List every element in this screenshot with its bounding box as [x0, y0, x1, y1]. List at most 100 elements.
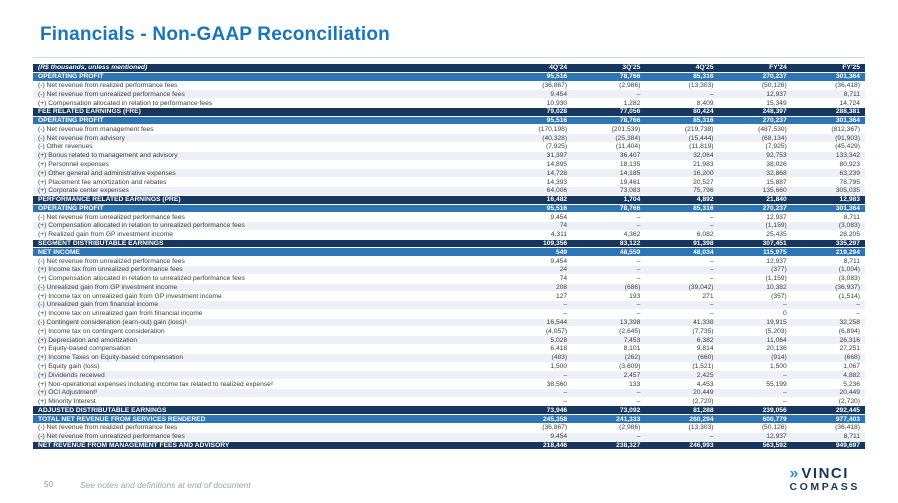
row-label: (+) Equity-based compensation: [33, 344, 499, 354]
cell-value: –: [645, 212, 719, 223]
cell-value: (15,444): [645, 133, 719, 144]
row-label: NET INCOME: [33, 247, 499, 258]
cell-value: 5,028: [498, 335, 573, 345]
row-label: (-) Net revenue from advisory: [33, 133, 499, 144]
cell-value: 20,449: [645, 388, 719, 398]
cell-value: 301,364: [791, 116, 865, 126]
cell-value: 64,006: [498, 186, 573, 196]
cell-value: 28,205: [791, 230, 865, 240]
row-label: TOTAL NET REVENUE FROM SERVICES RENDERED: [33, 414, 499, 425]
page-title: Financials - Non-GAAP Reconciliation: [40, 24, 390, 45]
cell-value: 2,457: [572, 370, 646, 381]
cell-value: 38,560: [498, 379, 573, 389]
cell-value: 81,288: [645, 405, 719, 416]
row-label: (+) Equity gain (loss): [33, 362, 499, 372]
table-row: (-) Net revenue from unrealized performa…: [33, 432, 865, 442]
column-header: FY'25: [791, 64, 865, 73]
cell-value: –: [572, 397, 646, 407]
cell-value: 305,035: [791, 186, 865, 196]
row-label: (+) OCI Adjustment³: [33, 388, 499, 398]
cell-value: –: [498, 309, 573, 319]
cell-value: (1,521): [645, 362, 719, 372]
table-row: (-) Contingent consideration (earn-out) …: [33, 318, 865, 328]
cell-value: 20,136: [718, 344, 792, 354]
row-label: (-) Net revenue from unrealized performa…: [33, 89, 499, 100]
cell-value: 8,101: [572, 344, 646, 354]
cell-value: (13,303): [645, 81, 719, 91]
cell-value: –: [645, 274, 719, 284]
cell-value: 78,766: [572, 72, 646, 82]
cell-value: 8,711: [791, 89, 865, 100]
row-label: (+) Minority Interest: [33, 397, 499, 407]
row-label: (+) Compensation allocated in relation t…: [33, 274, 499, 284]
table-row: (+) Equity gain (loss) 1,500 (3,609) (1,521…: [33, 362, 865, 372]
cell-value: 14,724: [791, 98, 865, 108]
cell-value: 4,882: [791, 370, 865, 381]
cell-value: 20,527: [645, 177, 719, 187]
cell-value: –: [645, 300, 719, 310]
column-header: 3Q'25: [572, 64, 646, 73]
cell-value: 91,398: [645, 239, 719, 249]
table-row: (+) Other general and administrative exp…: [33, 168, 865, 179]
cell-value: 4,362: [572, 230, 646, 240]
cell-value: 77,056: [572, 107, 646, 117]
cell-value: 12,937: [718, 212, 792, 223]
cell-value: 27,251: [791, 344, 865, 354]
cell-value: 1,704: [572, 195, 646, 205]
cell-value: 563,592: [718, 441, 792, 451]
row-label: (-) Net revenue from realized performanc…: [33, 81, 499, 91]
cell-value: (11,819): [645, 142, 719, 152]
cell-value: 12,983: [791, 195, 865, 205]
cell-value: (812,367): [791, 124, 865, 135]
cell-value: 248,397: [718, 107, 792, 117]
cell-value: –: [645, 309, 719, 319]
cell-value: (7,735): [645, 326, 719, 337]
cell-value: 1,500: [498, 362, 573, 372]
row-label: FEE RELATED EARNINGS (FRE): [33, 107, 499, 117]
title-divider: [33, 57, 865, 58]
column-header: 4Q'24: [498, 64, 573, 73]
cell-value: 549: [498, 247, 573, 258]
cell-value: 95,516: [498, 72, 573, 82]
row-label: (+) Income Taxes on Equity-based compens…: [33, 353, 499, 363]
table-row: (+) Placement fee amortization and rebat…: [33, 177, 865, 187]
cell-value: 25,435: [718, 230, 792, 240]
cell-value: 0: [718, 309, 792, 319]
cell-value: (914): [718, 353, 792, 363]
table-row: (+) Personnel expenses 14,895 18,135 21,983…: [33, 160, 865, 170]
cell-value: 9,454: [498, 432, 573, 442]
cell-value: (1,004): [791, 265, 865, 275]
table-row: (+) Income tax from unrealized performan…: [33, 265, 865, 275]
cell-value: –: [645, 432, 719, 442]
cell-value: (3,083): [791, 274, 865, 284]
cell-value: 18,135: [572, 160, 646, 170]
cell-value: 74: [498, 221, 573, 231]
table-section-row: PERFORMANCE RELATED EARNINGS (PRE) 16,482…: [33, 195, 865, 205]
cell-value: 949,697: [791, 441, 865, 451]
cell-value: (68,134): [718, 133, 792, 144]
cell-value: 80,424: [645, 107, 719, 117]
table-row: (-) Unrealized gain from financial incom…: [33, 300, 865, 310]
cell-value: 12,937: [718, 256, 792, 266]
cell-value: 8,711: [791, 256, 865, 266]
cell-value: 11,064: [718, 335, 792, 345]
row-label: SEGMENT DISTRIBUTABLE EARNINGS: [33, 239, 499, 249]
row-label: (-) Unrealized gain from financial incom…: [33, 300, 499, 310]
table-row: (+) Income Taxes on Equity-based compens…: [33, 353, 865, 363]
table-row: (-) Net revenue from realized performanc…: [33, 423, 865, 433]
cell-value: 14,895: [498, 160, 573, 170]
cell-value: (4,057): [498, 326, 573, 337]
table-row: (+) Compensation allocated in relation t…: [33, 221, 865, 231]
cell-value: 288,381: [791, 107, 865, 117]
cell-value: 75,796: [645, 186, 719, 196]
cell-value: 301,364: [791, 204, 865, 214]
reconciliation-table: (R$ thousands, unless mentioned) 4Q'24 3Q'…: [33, 64, 865, 451]
table-row: (+) Non-operational expenses including i…: [33, 379, 865, 389]
table-section-row: NET INCOME 549 48,559 48,034 115,975 219,294: [33, 247, 865, 258]
table-row: (+) Income tax on unrealized gain from G…: [33, 291, 865, 302]
cell-value: 193: [572, 291, 646, 302]
cell-value: (686): [572, 283, 646, 293]
cell-value: 10,930: [498, 98, 573, 108]
cell-value: 1,282: [572, 98, 646, 108]
cell-value: (2,645): [572, 326, 646, 337]
